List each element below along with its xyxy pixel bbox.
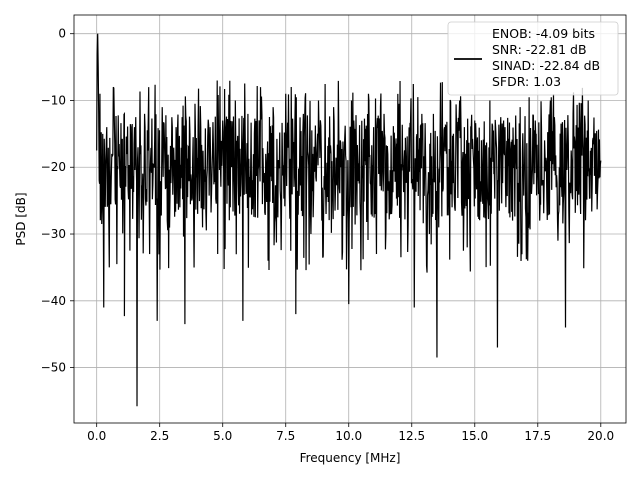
y-tick-label: −40 [41,294,66,308]
legend-text-line: SNR: -22.81 dB [492,42,587,57]
psd-trace [96,33,602,407]
y-axis-label: PSD [dB] [14,192,28,245]
y-axis-ticks: 0 −10 −20 −30 −40 −50 [41,27,74,375]
x-tick-label: 7.5 [276,429,295,443]
y-tick-label: 0 [58,27,66,41]
y-tick-label: −20 [41,160,66,174]
y-tick-label: −10 [41,93,66,107]
x-tick-label: 0.0 [87,429,106,443]
psd-series-line [96,33,602,407]
y-tick-label: −50 [41,361,66,375]
legend-text-line: SINAD: -22.84 dB [492,58,600,73]
legend-box [447,21,619,96]
x-tick-label: 5.0 [213,429,232,443]
y-tick-label: −30 [41,227,66,241]
x-tick-label: 17.5 [524,429,551,443]
x-tick-label: 2.5 [150,429,169,443]
legend-text-line: ENOB: -4.09 bits [492,26,595,41]
x-axis-label: Frequency [MHz] [300,451,401,465]
axes-frame [73,14,627,424]
x-tick-label: 20.0 [587,429,614,443]
x-tick-label: 15.0 [461,429,488,443]
x-tick-label: 12.5 [398,429,425,443]
x-axis-ticks: 0.0 2.5 5.0 7.5 10.0 12.5 15.0 17.5 20.0 [87,423,614,443]
legend-text-line: SFDR: 1.03 [492,74,561,89]
x-tick-label: 10.0 [335,429,362,443]
